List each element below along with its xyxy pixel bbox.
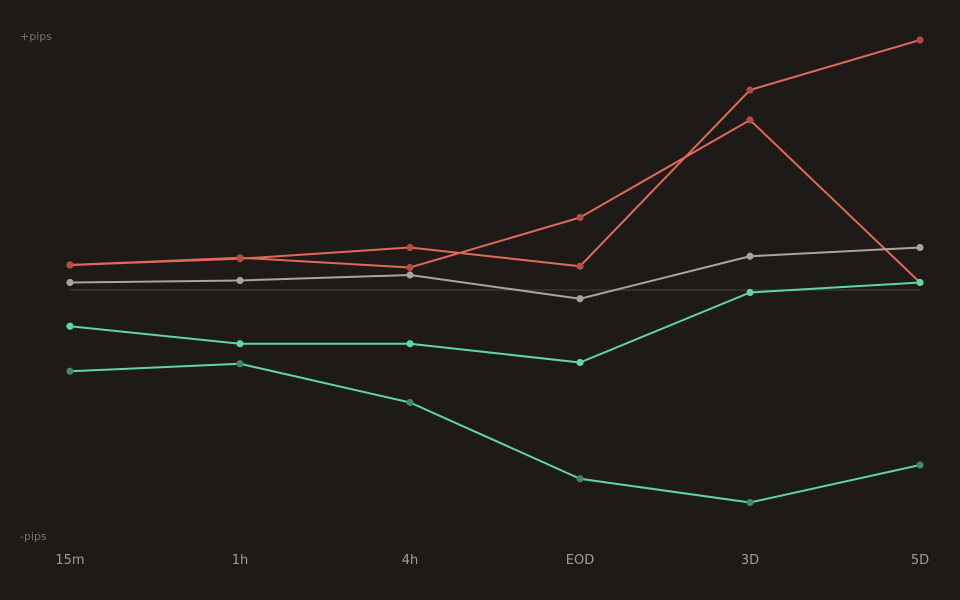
x-tick-label: 4h: [402, 553, 419, 568]
data-point: [236, 254, 244, 262]
series-2: [66, 116, 924, 287]
data-point: [916, 461, 924, 469]
series-3: [66, 243, 924, 303]
x-tick-label: 5D: [911, 553, 929, 568]
data-point: [236, 276, 244, 285]
data-point: [576, 295, 584, 303]
data-point: [576, 262, 584, 270]
series-line: [69, 362, 921, 504]
data-point: [406, 263, 414, 272]
data-point: [236, 360, 244, 368]
data-point: [406, 271, 414, 279]
x-tick-label: 15m: [55, 553, 84, 568]
series-line: [69, 246, 921, 300]
data-point: [406, 398, 414, 407]
series-line: [69, 39, 921, 268]
x-axis-ticks: 15m 1h 4h EOD 3D 5D: [55, 553, 929, 568]
data-point: [746, 86, 754, 94]
data-point: [66, 367, 74, 375]
series-1: [66, 36, 924, 270]
data-point: [576, 358, 584, 367]
data-point: [916, 278, 924, 287]
data-point: [236, 340, 244, 348]
series-4: [66, 278, 924, 367]
data-point: [576, 475, 584, 483]
x-tick-label: 3D: [741, 553, 759, 568]
data-point: [746, 498, 754, 507]
data-point: [66, 261, 74, 269]
data-point: [916, 36, 924, 44]
data-point: [66, 322, 74, 330]
data-point: [406, 340, 414, 348]
data-point: [746, 252, 754, 260]
y-axis-bottom-label: -pips: [20, 530, 47, 543]
data-point: [406, 243, 414, 252]
data-point: [66, 278, 74, 287]
y-axis-top-label: +pips: [20, 30, 52, 43]
data-point: [916, 243, 924, 252]
series-layer: [66, 36, 924, 507]
data-point: [746, 116, 754, 124]
series-line: [69, 119, 921, 284]
data-point: [746, 288, 754, 297]
series-line: [69, 281, 921, 364]
x-tick-label: 1h: [232, 553, 249, 568]
series-5: [66, 360, 924, 507]
x-tick-label: EOD: [566, 553, 594, 568]
data-point: [576, 213, 584, 222]
